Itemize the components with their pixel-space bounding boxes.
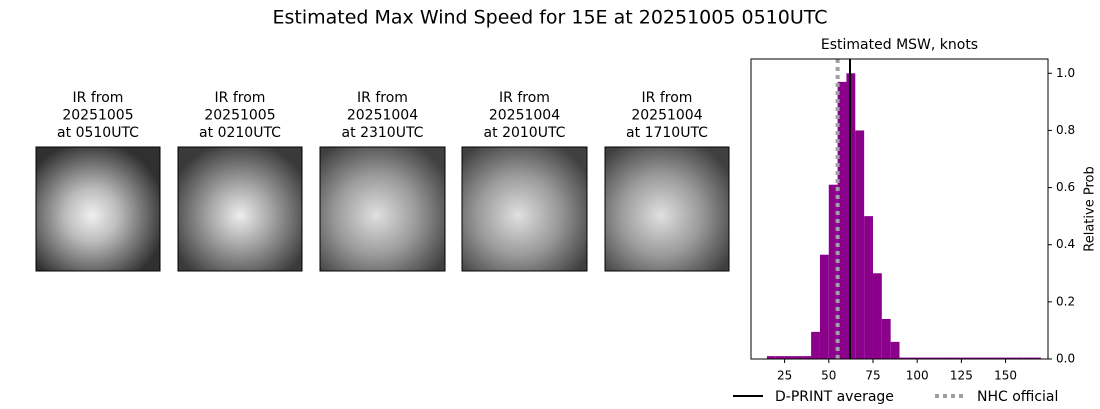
y-tick-label: 1.0 [1056, 66, 1075, 80]
bar [784, 356, 794, 359]
bar [811, 331, 820, 359]
bar [890, 341, 900, 359]
panel-title: 20251005 [62, 108, 133, 124]
x-tick-label: 50 [821, 369, 836, 383]
bar [864, 216, 873, 359]
y-tick-label: 0.4 [1056, 237, 1075, 251]
bar [926, 357, 935, 359]
bar [881, 319, 891, 359]
bar [934, 357, 944, 359]
panel-title: IR from [357, 90, 408, 106]
bar [1005, 357, 1015, 359]
bar [775, 356, 785, 359]
bar [828, 184, 838, 359]
bar [855, 130, 865, 359]
bar [793, 356, 803, 359]
ir-images [35, 146, 730, 272]
panel-title: IR from [73, 90, 124, 106]
x-tick-label: 25 [777, 369, 792, 383]
bar [1032, 357, 1041, 359]
panel-title: at 2310UTC [342, 125, 424, 141]
bar [961, 357, 971, 359]
panel-title: IR from [642, 90, 693, 106]
ir-image [319, 146, 446, 272]
ir-image [177, 146, 303, 272]
plot-frame [750, 58, 1049, 360]
x-tick-label: 150 [994, 369, 1017, 383]
panel-title: 20251005 [204, 108, 275, 124]
x-tick-label: 125 [950, 369, 973, 383]
legend-label: NHC official [977, 389, 1058, 405]
legend-label: D-PRINT average [775, 389, 894, 405]
ir-image [35, 146, 161, 272]
bar [766, 356, 776, 359]
bar [996, 357, 1006, 359]
chart-title: Estimated MSW, knots [821, 37, 978, 53]
bar [819, 254, 829, 359]
panel-title: IR from [499, 90, 550, 106]
x-tick-label: 100 [906, 369, 929, 383]
bar [917, 357, 927, 359]
bar [802, 356, 812, 359]
y-tick-label: 0.8 [1056, 123, 1075, 137]
bar [872, 273, 882, 359]
ir-image [461, 146, 588, 272]
y-axis-label: Relative Prob [1083, 166, 1098, 251]
panel-title: at 0210UTC [199, 125, 281, 141]
bar [908, 357, 918, 359]
panel-title: at 2010UTC [484, 125, 566, 141]
panel-title: 20251004 [347, 108, 418, 124]
bar [837, 81, 847, 359]
bar [899, 357, 909, 359]
bar [1014, 357, 1024, 359]
bar [970, 357, 980, 359]
panel-title: IR from [215, 90, 266, 106]
bar [1023, 357, 1033, 359]
y-tick-label: 0.0 [1056, 352, 1075, 366]
ir-image [604, 146, 730, 272]
bar [952, 357, 962, 359]
panel-title: at 0510UTC [57, 125, 139, 141]
panel-title: at 1710UTC [626, 125, 708, 141]
y-tick-label: 0.2 [1056, 294, 1075, 308]
y-tick-label: 0.6 [1056, 180, 1075, 194]
panel-title: 20251004 [631, 108, 702, 124]
bar [987, 357, 997, 359]
figure-title: Estimated Max Wind Speed for 15E at 2025… [272, 7, 827, 29]
bar [943, 357, 953, 359]
bar [979, 357, 988, 359]
panel-title: 20251004 [489, 108, 560, 124]
x-tick-label: 75 [865, 369, 880, 383]
